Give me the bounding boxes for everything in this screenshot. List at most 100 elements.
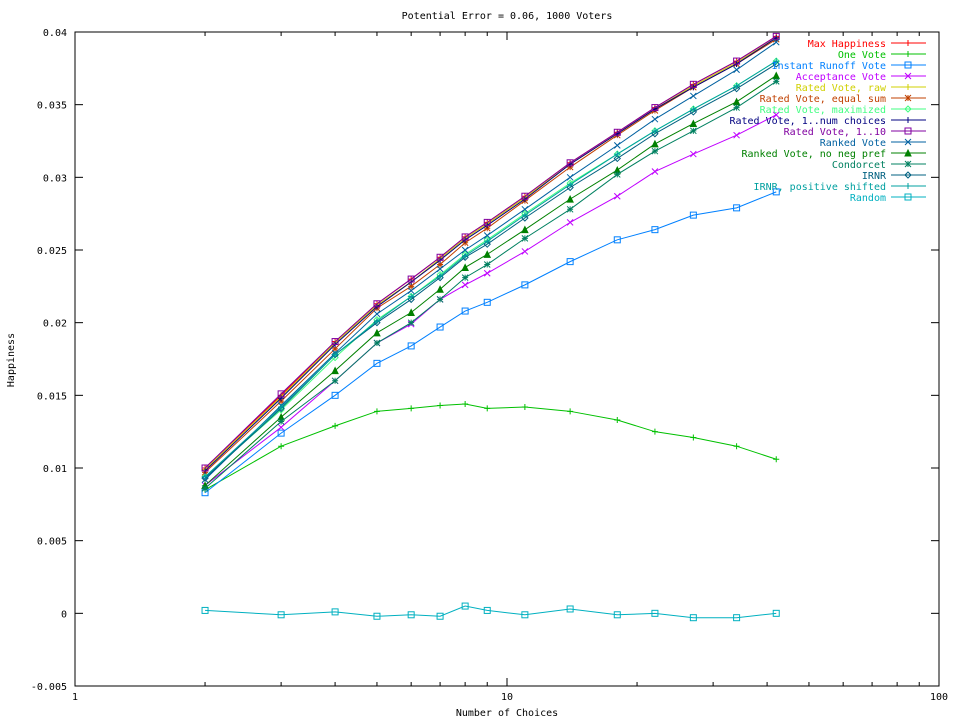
legend-label: Rated Vote, 1..num choices: [729, 116, 886, 127]
data-point: [436, 323, 444, 331]
legend-label: Ranked Vote: [820, 138, 886, 149]
legend-entry: Condorcet: [832, 160, 926, 171]
data-point: [733, 614, 741, 622]
data-point: [772, 32, 780, 40]
data-point: [521, 212, 528, 219]
data-point: [332, 422, 339, 429]
data-point: [483, 298, 491, 306]
data-point: [566, 219, 574, 226]
legend-entry: Rated Vote, maximized: [760, 105, 926, 116]
data-point: [733, 57, 741, 65]
data-point: [484, 238, 491, 245]
data-point: [407, 319, 415, 327]
data-point: [689, 119, 698, 128]
series-path: [204, 35, 777, 469]
data-point: [904, 160, 912, 168]
legend-label: IRNR: [862, 171, 887, 182]
y-axis-label: Happiness: [6, 333, 17, 387]
legend-entry: One Vote: [838, 50, 926, 61]
data-point: [772, 188, 780, 196]
legend-entry: Ranked Vote, no neg pref: [742, 148, 926, 160]
series-path: [204, 403, 777, 491]
data-point: [437, 273, 444, 280]
data-point: [613, 236, 621, 244]
data-point: [407, 275, 415, 283]
x-tick-label: 10: [501, 692, 513, 703]
data-point: [202, 473, 209, 480]
data-point: [331, 366, 339, 375]
y-tick-label: 0.02: [43, 319, 67, 330]
data-point: [689, 108, 698, 116]
y-tick-label: 0.005: [37, 537, 67, 548]
legend-label: Rated Vote, equal sum: [760, 94, 886, 105]
data-point: [483, 250, 492, 258]
data-point: [773, 58, 780, 65]
data-point: [331, 345, 339, 353]
data-point: [331, 608, 339, 616]
data-point: [521, 205, 529, 213]
data-point: [689, 211, 697, 219]
data-point: [905, 40, 911, 46]
data-point: [278, 395, 285, 402]
legend-label: Rated Vote, raw: [796, 83, 887, 94]
data-point: [461, 233, 469, 241]
data-point: [277, 423, 285, 431]
data-point: [613, 171, 621, 178]
data-point: [904, 105, 912, 113]
data-point: [436, 253, 444, 261]
data-point: [373, 318, 380, 325]
y-tick-label: 0.015: [37, 391, 67, 402]
data-point: [436, 296, 444, 303]
legend-entry: Rated Vote, 1..num choices: [729, 116, 926, 127]
data-point: [904, 94, 912, 102]
legend-entry: Rated Vote, raw: [796, 83, 926, 94]
data-point: [772, 609, 780, 617]
series-line: [201, 602, 780, 622]
data-point: [651, 104, 659, 112]
data-point: [484, 405, 491, 412]
y-tick-label: 0.025: [37, 246, 67, 257]
series-line: [201, 32, 780, 472]
legend-entry: IRNR, positive shifted: [754, 182, 926, 193]
data-point: [278, 403, 285, 410]
data-point: [905, 183, 911, 189]
legend-label: Condorcet: [832, 160, 886, 171]
data-point: [733, 204, 741, 212]
data-point: [373, 300, 381, 308]
data-point: [521, 611, 529, 619]
series-path: [204, 37, 777, 472]
data-point: [905, 51, 911, 57]
data-point: [461, 281, 469, 289]
x-tick-label: 100: [930, 692, 948, 703]
data-point: [201, 464, 209, 472]
legend-entry: Instant Runoff Vote: [772, 61, 926, 72]
data-point: [461, 274, 469, 281]
data-point: [772, 71, 781, 80]
data-point: [733, 104, 740, 111]
data-point: [689, 92, 697, 100]
data-point: [773, 456, 780, 463]
series-line: [202, 34, 780, 473]
data-point: [277, 390, 285, 398]
data-point: [904, 72, 912, 80]
data-point: [408, 293, 415, 300]
data-point: [772, 38, 780, 46]
data-point: [651, 130, 659, 138]
data-point: [689, 614, 697, 622]
legend-entry: Rated Vote, equal sum: [760, 94, 926, 105]
data-point: [567, 408, 574, 415]
data-point: [407, 342, 415, 350]
data-point: [331, 377, 339, 385]
data-point: [904, 193, 912, 201]
data-point: [483, 232, 491, 239]
series-path: [204, 37, 777, 470]
data-point: [332, 351, 339, 358]
data-point: [483, 269, 491, 277]
data-point: [733, 66, 740, 74]
series-line: [201, 78, 780, 492]
data-point: [373, 339, 381, 347]
data-point: [904, 127, 912, 135]
data-point: [613, 154, 621, 163]
data-point: [436, 285, 444, 293]
